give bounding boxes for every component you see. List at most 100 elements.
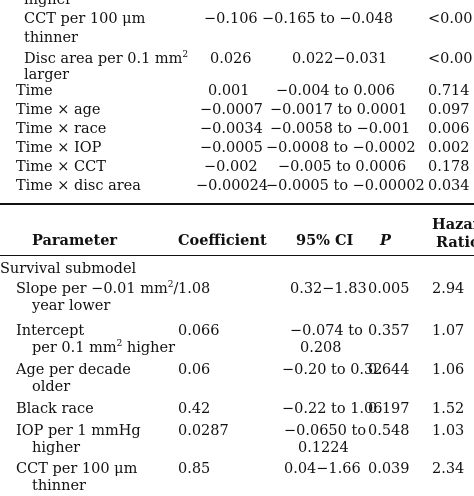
- table-row: larger: [0, 65, 474, 85]
- table-row: year lower: [0, 296, 474, 316]
- section-label: Survival submodel: [0, 261, 137, 277]
- hazard-ratio-cell: 2.34: [432, 461, 465, 477]
- table-row: thinner: [0, 476, 474, 496]
- ci-cell: −0.20 to 0.32: [282, 362, 383, 378]
- coefficient-cell: 0.06: [178, 362, 211, 378]
- table-row: Time × CCT −0.002 −0.005 to 0.0006 0.178: [0, 157, 474, 177]
- coefficient-cell: 0.026: [210, 51, 252, 67]
- header-hazard: Hazard: [432, 216, 474, 233]
- param-cell: IOP per 1 mmHg: [16, 423, 141, 439]
- ci-cell: −0.165 to −0.048: [262, 11, 394, 27]
- ci-cell: 0.32−1.83: [290, 281, 367, 297]
- p-value-cell: <0.001: [428, 11, 474, 27]
- table-row: Disc area per 0.1 mm2 0.026 0.022−0.031 …: [0, 49, 474, 69]
- coefficient-cell: 0.066: [178, 323, 220, 339]
- ci-cell: −0.22 to 1.06: [282, 401, 383, 417]
- p-value-cell: 0.005: [368, 281, 410, 297]
- header-rule: [0, 255, 474, 256]
- param-cell: CCT per 100 μm: [16, 461, 138, 477]
- table-row: Intercept 0.066 −0.074 to 0.357 1.07: [0, 321, 474, 341]
- table-row: Time × race −0.0034 −0.0058 to −0.001 0.…: [0, 119, 474, 139]
- p-value-cell: 0.039: [368, 461, 410, 477]
- param-cell: Time × race: [16, 121, 107, 137]
- param-cell: older: [32, 379, 71, 395]
- param-cell: Time × age: [16, 102, 101, 118]
- ci-cell: 0.022−0.031: [292, 51, 388, 67]
- ci-cell: −0.074 to: [290, 323, 363, 339]
- p-value-cell: 0.644: [368, 362, 410, 378]
- table-row: Black race 0.42 −0.22 to 1.06 0.197 1.52: [0, 399, 474, 419]
- table-row: per 0.1 mm2 higher 0.208: [0, 338, 474, 358]
- param-cell: Time × CCT: [16, 159, 106, 175]
- param-cell: Disc area per 0.1 mm2: [24, 50, 189, 67]
- header-p: P: [380, 232, 391, 249]
- table-row: older: [0, 377, 474, 397]
- hazard-ratio-cell: 1.06: [432, 362, 465, 378]
- coefficient-cell: −0.0034: [200, 121, 263, 137]
- p-value-cell: 0.548: [368, 423, 410, 439]
- ci-cell: −0.0058 to −0.001: [270, 121, 411, 137]
- table-row: Age per decade 0.06 −0.20 to 0.32 0.644 …: [0, 360, 474, 380]
- table-row: Slope per −0.01 mm2/ 1.08 0.32−1.83 0.00…: [0, 279, 474, 299]
- ci-cell: −0.0017 to 0.0001: [270, 102, 408, 118]
- hazard-ratio-cell: 1.03: [432, 423, 465, 439]
- param-cell: Time × disc area: [16, 178, 141, 194]
- hazard-ratio-cell: 1.07: [432, 323, 465, 339]
- ci-cell: 0.04−1.66: [284, 461, 361, 477]
- hazard-ratio-cell: 1.52: [432, 401, 465, 417]
- ci-cell: −0.0008 to −0.0002: [266, 140, 416, 156]
- ci-cell: 0.1224: [298, 440, 349, 456]
- param-cell: year lower: [32, 298, 111, 314]
- param-cell: higher: [32, 440, 81, 456]
- coefficient-cell: −0.106: [204, 11, 258, 27]
- coefficient-cell: 0.001: [208, 83, 250, 99]
- table-row: Time 0.001 −0.004 to 0.006 0.714: [0, 81, 474, 101]
- param-cell: per 0.1 mm2 higher: [32, 339, 176, 356]
- ci-cell: −0.005 to 0.0006: [278, 159, 407, 175]
- ci-cell: −0.0650 to: [284, 423, 367, 439]
- p-value-cell: 0.034: [428, 178, 470, 194]
- param-cell: thinner: [24, 30, 78, 46]
- table-row: thinner: [0, 28, 474, 48]
- coefficient-cell: 1.08: [178, 281, 211, 297]
- p-value-cell: <0.001: [428, 51, 474, 67]
- ci-cell: 0.208: [300, 340, 342, 356]
- header-ci: 95% CI: [296, 232, 354, 249]
- ci-cell: −0.0005 to −0.00002: [266, 178, 425, 194]
- p-value-cell: 0.197: [368, 401, 410, 417]
- coefficient-cell: −0.0007: [200, 102, 263, 118]
- coefficient-cell: 0.42: [178, 401, 211, 417]
- p-value-cell: 0.097: [428, 102, 470, 118]
- p-value-cell: 0.002: [428, 140, 470, 156]
- table-top-rule: [0, 203, 474, 205]
- param-cell: Black race: [16, 401, 94, 417]
- param-cell: CCT per 100 μm: [24, 11, 146, 27]
- param-cell: thinner: [32, 478, 86, 494]
- table-row: IOP per 1 mmHg 0.0287 −0.0650 to 0.548 1…: [0, 421, 474, 441]
- ci-cell: −0.004 to 0.006: [276, 83, 395, 99]
- coefficient-cell: −0.0005: [200, 140, 263, 156]
- param-cell: higher: [24, 0, 73, 8]
- param-cell: Age per decade: [16, 362, 131, 378]
- p-value-cell: 0.178: [428, 159, 470, 175]
- header-ratio: Ratio: [436, 234, 474, 251]
- param-cell: larger: [24, 67, 70, 83]
- param-cell: Intercept: [16, 323, 85, 339]
- param-cell: Time: [16, 83, 53, 99]
- coefficient-cell: −0.002: [204, 159, 258, 175]
- table-row: CCT per 100 μm −0.106 −0.165 to −0.048 <…: [0, 9, 474, 29]
- coefficient-cell: 0.0287: [178, 423, 229, 439]
- p-value-cell: 0.006: [428, 121, 470, 137]
- coefficient-cell: 0.85: [178, 461, 211, 477]
- p-value-cell: 0.357: [368, 323, 410, 339]
- p-value-cell: 0.714: [428, 83, 470, 99]
- table-row: Time × IOP −0.0005 −0.0008 to −0.0002 0.…: [0, 138, 474, 158]
- param-cell: Time × IOP: [16, 140, 102, 156]
- table-row: higher 0.1224: [0, 438, 474, 458]
- coefficient-cell: −0.00024: [196, 178, 269, 194]
- param-cell: Slope per −0.01 mm2/: [16, 280, 179, 297]
- header-parameter: Parameter: [32, 232, 118, 249]
- table-row: higher: [0, 0, 474, 10]
- table-row: Time × age −0.0007 −0.0017 to 0.0001 0.0…: [0, 100, 474, 120]
- hazard-ratio-cell: 2.94: [432, 281, 465, 297]
